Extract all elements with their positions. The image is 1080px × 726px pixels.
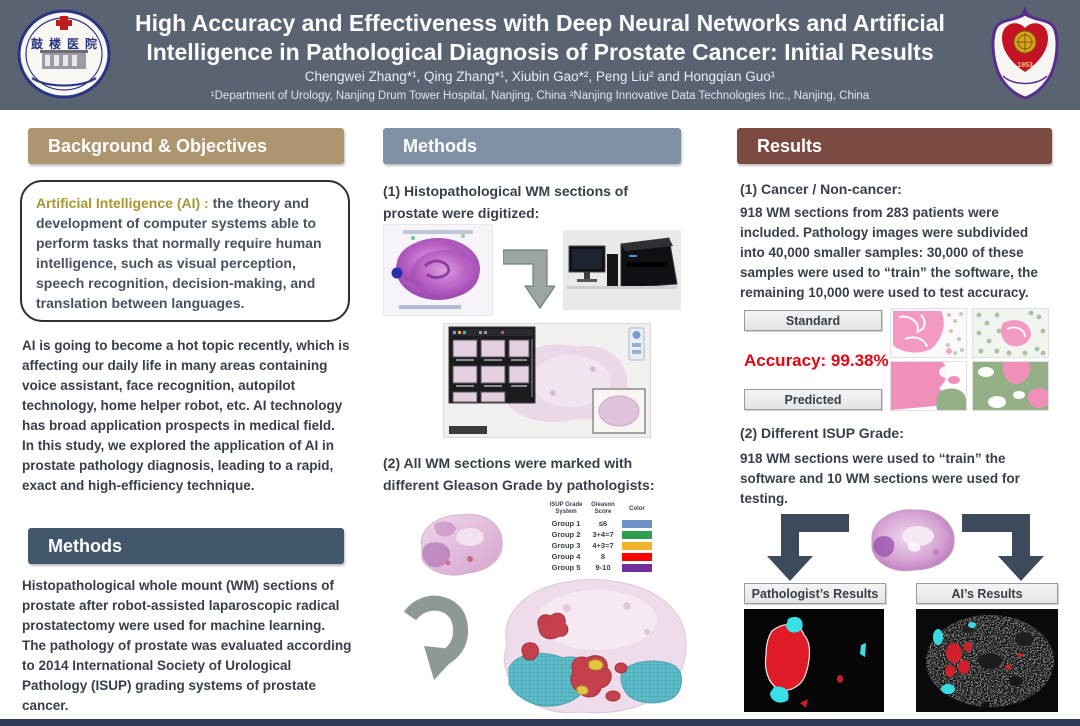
predicted-sample-image-2 <box>973 362 1048 410</box>
left-elbow-arrow-icon <box>757 508 849 582</box>
bottom-bar <box>0 719 1080 726</box>
methods-step1-text: (1) Histopathological WM sections of pro… <box>383 183 629 221</box>
svg-text:1953: 1953 <box>1017 62 1033 69</box>
accuracy-value: Accuracy: 99.38% <box>744 351 889 370</box>
legend-row-group2: Group 2 3+4=7 <box>545 529 658 540</box>
methods-step2-text: (2) All WM sections were marked with dif… <box>383 455 655 493</box>
ai-results-label: AI’s Results <box>916 583 1058 604</box>
university-logo-icon: 1953 <box>985 6 1065 104</box>
curved-arrow-icon <box>398 592 474 682</box>
legend-row-group3: Group 3 4+3=7 <box>545 540 658 551</box>
test-tissue-image <box>852 500 964 578</box>
legend-row-group5: Group 5 9-10 <box>545 562 658 573</box>
authors-line: Chengwei Zhang*¹, Qing Zhang*¹, Xiubin G… <box>304 69 776 84</box>
legend-color-swatch <box>622 552 652 561</box>
legend-score-label: 8 <box>600 552 606 561</box>
section-header-background-objectives: Background & Objectives <box>28 128 344 164</box>
legend-header-isup: ISUP Grade System <box>549 502 583 515</box>
ai-definition-box: Artificial Intelligence (AI) : the theor… <box>20 180 350 322</box>
standard-label: Standard <box>744 310 882 331</box>
digitized-slide-image <box>383 224 493 316</box>
legend-color-swatch <box>622 563 652 572</box>
results-2-text: 918 WM sections were used to “train” the… <box>740 451 1020 506</box>
pathologist-results-label: Pathologist’s Results <box>744 583 886 604</box>
unmarked-tissue-image <box>404 503 512 583</box>
background-paragraph: AI is going to become a hot topic recent… <box>22 338 350 493</box>
legend-row-group1: Group 1 ≤6 <box>545 518 658 529</box>
hospital-logo-icon: 鼓楼医院 <box>16 8 112 100</box>
standard-sample-image-2 <box>973 309 1048 357</box>
legend-group-label: Group 2 <box>551 530 581 539</box>
scanner-equipment-image <box>563 230 681 310</box>
title-line-2: Intelligence in Pathological Diagnosis o… <box>146 39 934 65</box>
legend-color-swatch <box>622 519 652 528</box>
legend-row-group4: Group 4 8 <box>545 551 658 562</box>
ai-results-image <box>916 609 1058 712</box>
graded-tissue-image <box>477 568 693 718</box>
section-header-results: Results <box>737 128 1052 164</box>
slide-viewer-screenshot <box>443 323 651 438</box>
legend-score-label: 9-10 <box>595 563 611 572</box>
legend-score-label: 4+3=7 <box>592 541 614 550</box>
section-header-methods-left: Methods <box>28 528 344 564</box>
results-1-text: 918 WM sections from 283 patients were i… <box>740 205 1038 300</box>
standard-sample-image-1 <box>891 309 966 357</box>
gleason-grade-legend: ISUP Grade System Gleason Score Color Gr… <box>545 502 658 573</box>
title-line-1: High Accuracy and Effectiveness with Dee… <box>135 10 945 36</box>
legend-group-label: Group 3 <box>551 541 581 550</box>
legend-group-label: Group 5 <box>551 563 581 572</box>
legend-score-label: 3+4=7 <box>592 530 614 539</box>
right-elbow-arrow-icon <box>962 508 1054 582</box>
results-1-title: (1) Cancer / Non-cancer: <box>740 181 902 197</box>
legend-header-score: Gleason Score <box>591 502 615 515</box>
predicted-label: Predicted <box>744 389 882 410</box>
poster-title: High Accuracy and Effectiveness with Dee… <box>115 9 965 67</box>
pathologist-results-image <box>744 609 884 712</box>
legend-header-color: Color <box>629 505 645 512</box>
ai-definition-text: the theory and development of computer s… <box>36 195 322 311</box>
header-banner: 鼓楼医院 High Accuracy and Effectiveness wit… <box>0 0 1080 110</box>
legend-score-label: ≤6 <box>598 519 608 528</box>
down-elbow-arrow-icon <box>503 246 555 310</box>
section-header-methods-mid: Methods <box>383 128 681 164</box>
legend-group-label: Group 1 <box>551 519 581 528</box>
legend-group-label: Group 4 <box>551 552 581 561</box>
results-2-title: (2) Different ISUP Grade: <box>740 425 904 441</box>
legend-color-swatch <box>622 530 652 539</box>
ai-definition-term: Artificial Intelligence (AI) : <box>36 195 213 211</box>
legend-color-swatch <box>622 541 652 550</box>
affiliations-line: ¹Department of Urology, Nanjing Drum Tow… <box>210 90 870 102</box>
methods-paragraph: Histopathological whole mount (WM) secti… <box>22 578 352 713</box>
predicted-sample-image-1 <box>891 362 966 410</box>
